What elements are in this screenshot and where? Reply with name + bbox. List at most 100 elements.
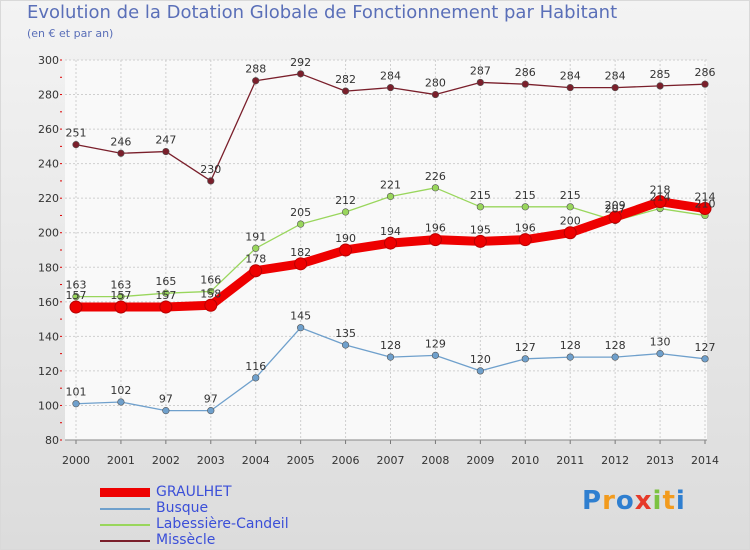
y-tick-label: 180: [38, 261, 59, 274]
data-label: 129: [425, 337, 446, 350]
data-point: [518, 233, 532, 247]
data-label: 102: [110, 384, 131, 397]
y-tick-label: 300: [38, 54, 59, 67]
data-label: 178: [245, 253, 266, 266]
x-tick-label: 2002: [152, 454, 180, 467]
data-label: 166: [200, 273, 221, 286]
data-point: [297, 70, 305, 78]
data-label: 116: [245, 360, 266, 373]
data-point: [159, 300, 173, 314]
logo-letter: o: [615, 486, 635, 516]
legend-swatch: [100, 540, 150, 542]
data-label: 182: [290, 246, 311, 259]
proxiti-logo: Proxiti: [582, 486, 686, 516]
data-point: [656, 82, 664, 90]
data-label: 280: [425, 77, 446, 90]
data-point: [566, 84, 574, 92]
data-point: [114, 300, 128, 314]
data-label: 286: [695, 66, 716, 79]
data-label: 207: [605, 203, 626, 216]
logo-letter: i: [652, 486, 663, 516]
data-label: 128: [560, 339, 581, 352]
plot-area: [65, 60, 707, 440]
logo-letter: r: [602, 486, 616, 516]
legend-label: Busque: [156, 500, 209, 516]
data-point: [207, 407, 215, 415]
data-label: 128: [605, 339, 626, 352]
x-tick-label: 2007: [377, 454, 405, 467]
data-point: [72, 400, 80, 408]
legend-label: Labessière-Candeil: [156, 516, 289, 532]
data-point: [384, 236, 397, 250]
y-tick-label: 160: [38, 296, 59, 309]
data-label: 191: [245, 230, 266, 243]
data-label: 163: [110, 279, 131, 292]
data-point: [521, 80, 529, 88]
data-label: 284: [380, 70, 401, 83]
data-point: [204, 298, 218, 312]
data-point: [117, 293, 125, 301]
data-label: 196: [425, 222, 446, 235]
y-tick-label: 280: [38, 89, 59, 102]
x-tick-label: 2000: [62, 454, 90, 467]
x-tick-label: 2004: [242, 454, 270, 467]
data-label: 215: [470, 189, 491, 202]
logo-letter: i: [675, 486, 686, 516]
data-point: [521, 203, 529, 211]
data-label: 120: [470, 353, 491, 366]
data-point: [162, 147, 170, 156]
data-point: [431, 90, 440, 99]
data-label: 212: [335, 194, 356, 207]
data-label: 97: [159, 393, 173, 406]
x-tick-label: 2006: [332, 454, 360, 467]
data-point: [117, 149, 125, 157]
data-label: 247: [155, 134, 176, 147]
x-tick-label: 2010: [511, 454, 539, 467]
legend-label: GRAULHET: [156, 484, 232, 500]
data-point: [608, 210, 622, 224]
data-point: [611, 353, 619, 361]
data-label: 286: [515, 66, 536, 79]
data-label: 214: [650, 191, 671, 204]
y-tick-label: 100: [38, 399, 59, 412]
data-point: [701, 355, 709, 363]
data-label: 135: [335, 327, 356, 340]
y-tick-label: 120: [38, 365, 59, 378]
data-point: [701, 80, 709, 88]
logo-letter: x: [634, 486, 653, 516]
data-label: 195: [470, 223, 491, 236]
data-label: 205: [290, 206, 311, 219]
data-label: 284: [560, 70, 581, 83]
x-tick-label: 2012: [601, 454, 629, 467]
y-tick-label: 240: [38, 158, 59, 171]
data-label: 97: [204, 393, 218, 406]
data-point: [339, 243, 353, 257]
data-point: [431, 351, 440, 359]
data-label: 165: [155, 275, 176, 288]
data-point: [162, 407, 170, 415]
data-point: [386, 84, 395, 92]
data-label: 127: [515, 341, 536, 354]
data-label: 157: [155, 289, 176, 302]
data-label: 127: [695, 341, 716, 354]
data-point: [386, 353, 395, 361]
data-point: [341, 87, 350, 95]
data-point: [476, 78, 484, 87]
data-point: [297, 220, 305, 228]
data-label: 288: [245, 63, 266, 76]
data-point: [252, 77, 260, 85]
data-point: [476, 203, 484, 211]
data-point: [476, 367, 484, 375]
data-point: [207, 177, 215, 185]
x-tick-label: 2013: [646, 454, 674, 467]
logo-letter: P: [582, 486, 603, 516]
data-label: 157: [110, 289, 131, 302]
data-label: 215: [560, 189, 581, 202]
x-tick-label: 2008: [421, 454, 449, 467]
data-point: [656, 350, 664, 358]
data-label: 101: [66, 386, 87, 399]
data-point: [72, 141, 80, 149]
data-point: [207, 287, 215, 296]
data-label: 215: [515, 189, 536, 202]
data-point: [563, 226, 577, 240]
